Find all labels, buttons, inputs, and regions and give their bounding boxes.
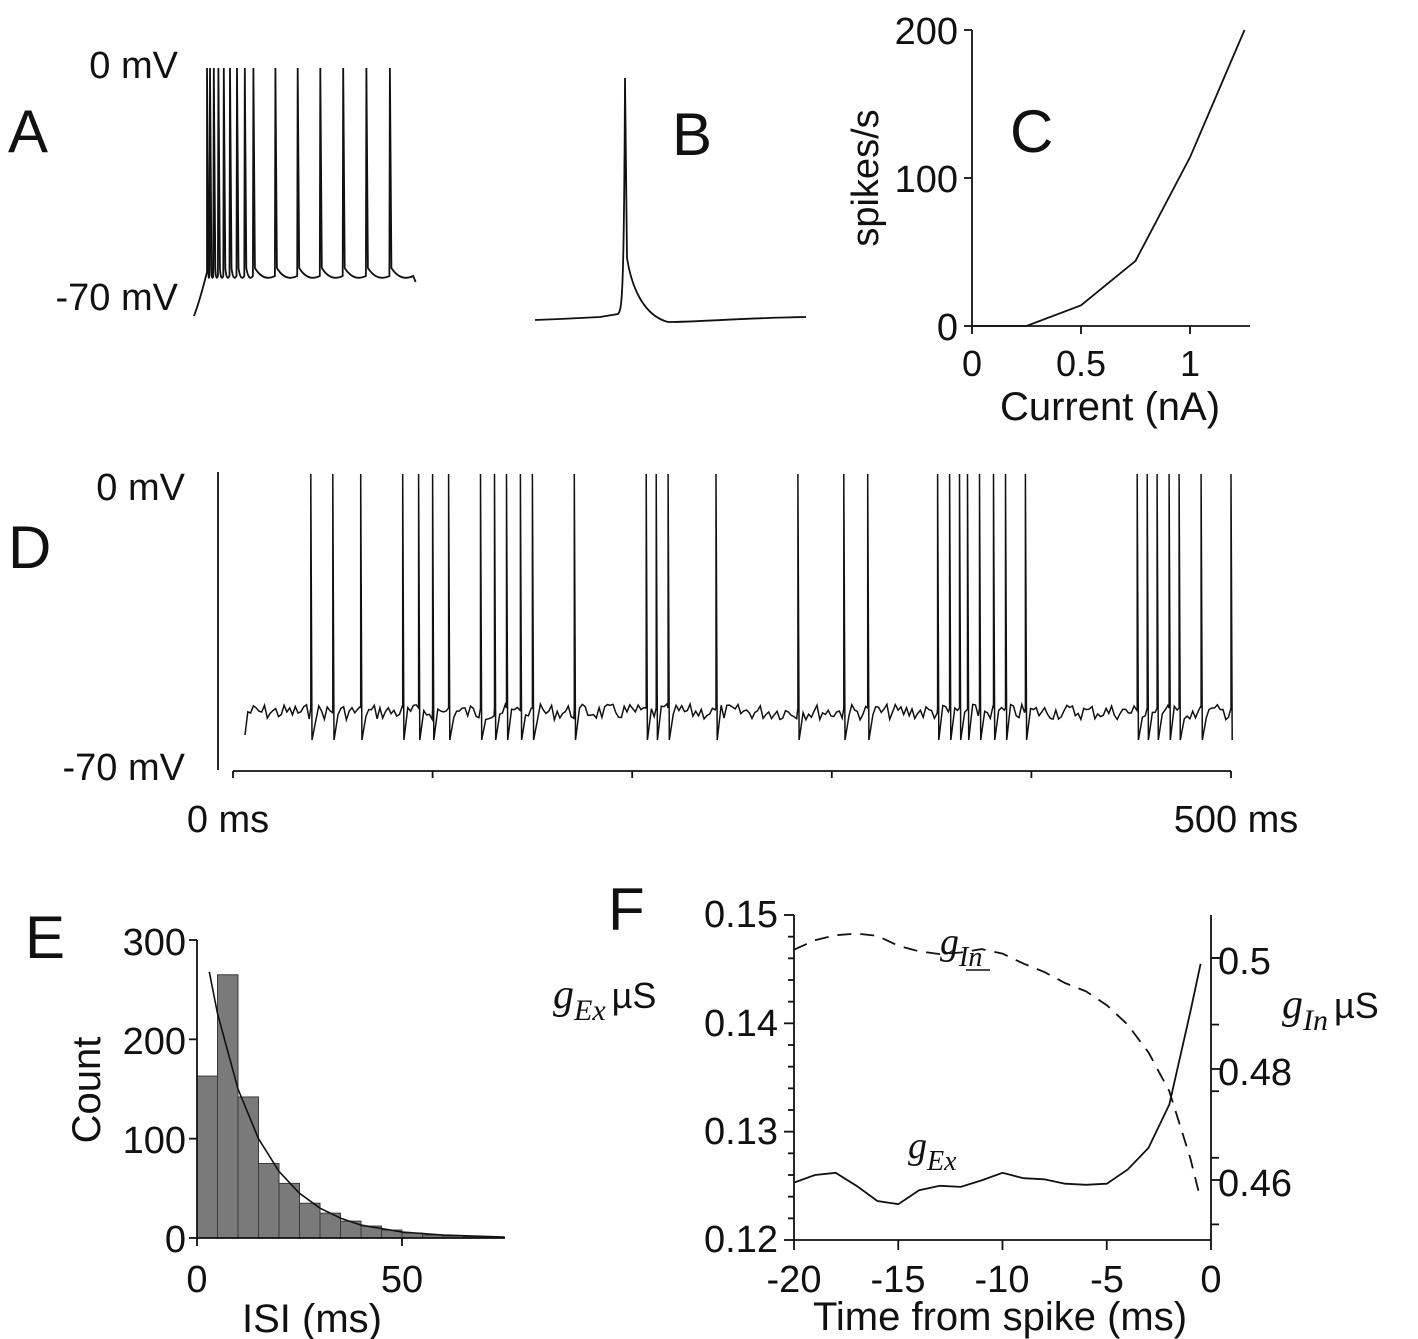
panel-d-time-start: 0 ms xyxy=(187,799,269,841)
panel-f-left-axis-g: g xyxy=(553,972,574,1018)
panel-f-xlabel: Time from spike (ms) xyxy=(813,1295,1187,1339)
panel-f-curve-label-in: gIn xyxy=(940,921,982,973)
panel-e-ytick-100: 100 xyxy=(123,1120,186,1162)
panel-f-ticks xyxy=(784,914,1223,1250)
panel-e-ytick-200: 200 xyxy=(123,1021,186,1063)
panel-e-xtick-50: 50 xyxy=(381,1259,423,1301)
panel-e-ylabel: Count xyxy=(65,1037,109,1144)
panel-d-time-end: 500 ms xyxy=(1174,799,1299,841)
panel-f-left-ytick-0-15: 0.15 xyxy=(704,894,778,936)
panel-f-right-axis-g: g xyxy=(1282,982,1303,1028)
panel-a-letter: A xyxy=(8,98,48,165)
panel-f-left-ytick-0-13: 0.13 xyxy=(704,1111,778,1153)
panel-b-letter: B xyxy=(672,101,712,168)
panel-c-xtick-1: 1 xyxy=(1180,343,1200,384)
panel-c-ylabel: spikes/s xyxy=(845,109,887,246)
panel-d: D 0 mV -70 mV 0 ms 500 ms xyxy=(8,467,1298,841)
panel-f-left-axis-sub: Ex xyxy=(573,994,606,1027)
panel-c-ticks xyxy=(964,29,1191,334)
panel-d-bottom-label: -70 mV xyxy=(63,747,186,789)
panel-f-right-ytick-0-46: 0.46 xyxy=(1218,1163,1292,1205)
panel-f-xtick-minus-5: -5 xyxy=(1090,1259,1124,1301)
panel-c-ytick-200: 200 xyxy=(895,11,958,53)
panel-e-ytick-300: 300 xyxy=(123,922,186,964)
panel-f: F 0.12 0.13 0.14 0.15 0.46 0.48 0.5 -20 … xyxy=(553,876,1379,1339)
panel-f-xtick-minus-10: -10 xyxy=(975,1259,1030,1301)
panel-f-xtick-minus-20: -20 xyxy=(767,1259,822,1301)
panel-b: B xyxy=(534,77,807,323)
histogram-bar xyxy=(299,1202,321,1239)
panel-c-letter: C xyxy=(1010,98,1053,165)
panel-e-xlabel: ISI (ms) xyxy=(242,1297,382,1339)
panel-f-xtick-0: 0 xyxy=(1200,1259,1221,1301)
panel-e-ytick-0: 0 xyxy=(165,1219,186,1261)
panel-f-g-in-curve xyxy=(793,932,1202,1200)
panel-f-xtick-minus-15: -15 xyxy=(871,1259,926,1301)
panel-f-left-ytick-0-12: 0.12 xyxy=(704,1219,778,1261)
panel-c-xtick-0-5: 0.5 xyxy=(1056,343,1106,384)
panel-d-top-label: 0 mV xyxy=(96,467,185,509)
panel-f-curve-label-ex-sub: Ex xyxy=(926,1146,957,1177)
panel-f-g-ex-curve xyxy=(793,963,1202,1206)
panel-b-spike-waveform xyxy=(534,77,807,323)
panel-e-xtick-0: 0 xyxy=(186,1259,207,1301)
panel-f-letter: F xyxy=(608,876,645,943)
panel-e-letter: E xyxy=(25,904,65,971)
histogram-bar xyxy=(258,1163,280,1239)
panel-f-right-axis-unit: µS xyxy=(1334,985,1379,1026)
panel-f-curve-label-in-g: g xyxy=(940,921,959,963)
panel-e: E 0 100 200 300 0 50 Count ISI (ms) xyxy=(25,904,505,1339)
panel-a-top-label: 0 mV xyxy=(89,45,178,87)
panel-c: C 0 100 200 0 0.5 1 spikes/s Current (nA… xyxy=(845,11,1250,429)
panel-c-xlabel: Current (nA) xyxy=(1000,385,1220,429)
panel-a: A 0 mV -70 mV xyxy=(8,45,417,319)
histogram-bar xyxy=(217,974,239,1239)
panel-f-right-axis-label: gIn µS xyxy=(1282,982,1379,1037)
panel-e-ticks xyxy=(189,939,403,1246)
panel-d-voltage-trace xyxy=(244,473,1233,741)
panel-a-bottom-label: -70 mV xyxy=(56,277,179,319)
panel-f-right-ytick-0-5: 0.5 xyxy=(1218,941,1271,983)
panel-f-right-axis-sub: In xyxy=(1302,1004,1328,1037)
panel-c-ytick-0: 0 xyxy=(937,307,958,349)
panel-f-left-axis-unit: µS xyxy=(612,975,657,1016)
panel-f-curve-label-ex: gEx xyxy=(908,1125,957,1177)
histogram-bar xyxy=(237,1096,259,1239)
panel-e-exponential-fit xyxy=(208,971,505,1238)
histogram-bar xyxy=(278,1182,300,1239)
panel-f-curve-label-in-sub: In xyxy=(958,942,982,973)
panel-c-fi-curve xyxy=(972,29,1246,327)
panel-d-letter: D xyxy=(8,514,51,581)
panel-f-curve-label-ex-g: g xyxy=(908,1125,927,1167)
panel-a-voltage-trace xyxy=(193,67,417,317)
histogram-bar xyxy=(196,1075,218,1239)
panel-c-xtick-0: 0 xyxy=(962,343,982,384)
panel-f-left-axis-label: gEx µS xyxy=(553,972,656,1027)
panel-f-right-ytick-0-48: 0.48 xyxy=(1218,1052,1292,1094)
panel-f-left-ytick-0-14: 0.14 xyxy=(704,1003,778,1045)
panel-d-time-ticks xyxy=(232,771,1232,778)
panel-c-ytick-100: 100 xyxy=(895,159,958,201)
panel-e-histogram xyxy=(196,974,505,1239)
